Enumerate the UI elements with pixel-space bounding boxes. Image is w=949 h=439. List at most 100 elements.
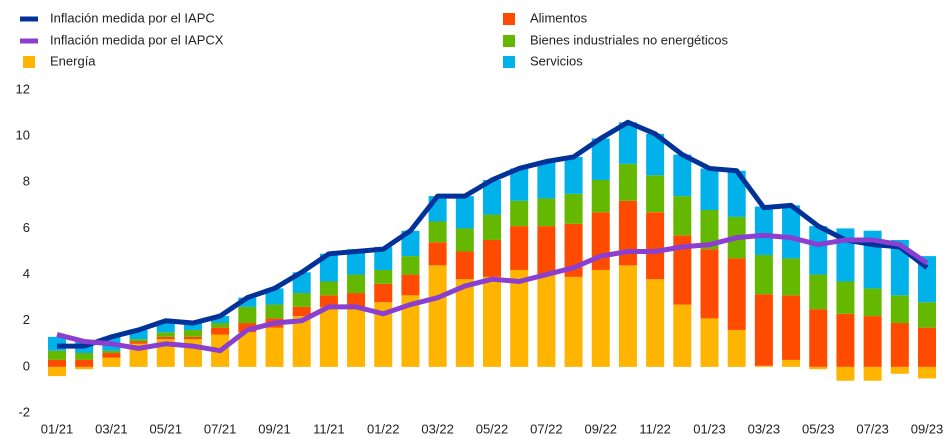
bar [483,239,501,277]
bar [673,196,692,236]
bar [673,154,692,197]
bar [537,198,556,227]
bar [890,239,909,296]
bar [646,175,665,213]
bar [918,366,936,379]
bar [754,206,773,255]
bar [319,281,338,296]
legend-label: Bienes industriales no energéticos [530,32,729,47]
y-tick-label: 4 [23,266,30,281]
bar [890,366,909,374]
bar [374,302,393,367]
bar [401,256,420,275]
bar [401,274,420,296]
bar [347,249,366,275]
bar [591,179,610,213]
legend-label: Inflación medida por el IAPCX [50,32,224,47]
bar [75,353,94,360]
bar [618,122,637,164]
bar [510,200,529,227]
x-tick-label: 05/23 [802,421,835,436]
bar [510,226,529,270]
y-tick-label: 6 [23,220,30,235]
bar [537,274,556,367]
bar [646,212,665,280]
bar [265,327,284,367]
bar [809,226,828,275]
y-tick-label: 10 [16,128,30,143]
y-tick-label: 2 [23,312,30,327]
bar [564,276,583,367]
bar [319,306,338,367]
bar [75,359,94,367]
x-tick-label: 07/23 [856,421,889,436]
x-tick-label: 09/22 [584,421,617,436]
bar [863,288,882,317]
bar [292,293,311,307]
y-tick-label: 0 [23,358,30,373]
bar [156,336,175,340]
bar [618,163,637,201]
bar [564,193,583,224]
x-tick-label: 01/23 [693,421,726,436]
bar [782,258,801,296]
legend-swatch [503,13,515,25]
x-tick-label: 09/21 [258,421,291,436]
bar [700,318,719,367]
bar [238,332,257,367]
bar [863,366,882,381]
bar [700,249,719,319]
bar [618,200,637,266]
bar [537,226,556,275]
x-tick-label: 07/22 [530,421,563,436]
bar [455,196,474,229]
bar [347,293,366,307]
bar [238,297,257,307]
bar [483,214,501,240]
bar [455,228,474,252]
bar [102,350,121,354]
bar [455,251,474,280]
bar [918,327,936,367]
line [56,232,929,354]
bar [211,327,230,335]
bar [809,309,828,367]
bar [646,279,665,367]
bar [401,230,420,257]
bar [700,209,719,250]
bar [782,205,801,259]
bar [591,138,610,180]
bar [591,269,610,367]
bar [156,332,175,337]
bar [183,323,202,330]
x-tick-label: 07/21 [204,421,237,436]
bar [782,295,801,360]
x-tick-label: 11/22 [639,421,671,436]
x-tick-label: 05/22 [476,421,509,436]
bar [754,294,773,366]
bar [319,295,338,307]
legend-label: Alimentos [530,10,588,25]
bar [265,304,284,319]
bar [782,359,801,367]
bar [455,279,474,367]
y-tick-label: 8 [23,174,30,189]
bar [537,161,556,199]
bar [48,350,66,360]
bar [918,302,936,328]
bar [564,156,583,194]
bar [836,281,855,314]
bar [129,341,148,344]
bar [374,246,393,270]
bar [374,283,393,303]
bar [727,329,746,367]
legend-swatch [503,35,515,47]
bar [646,133,665,176]
bar [428,265,447,367]
bar [374,269,393,284]
bar [890,295,909,324]
bar [211,323,230,328]
bar [863,316,882,367]
x-tick-label: 01/22 [367,421,400,436]
